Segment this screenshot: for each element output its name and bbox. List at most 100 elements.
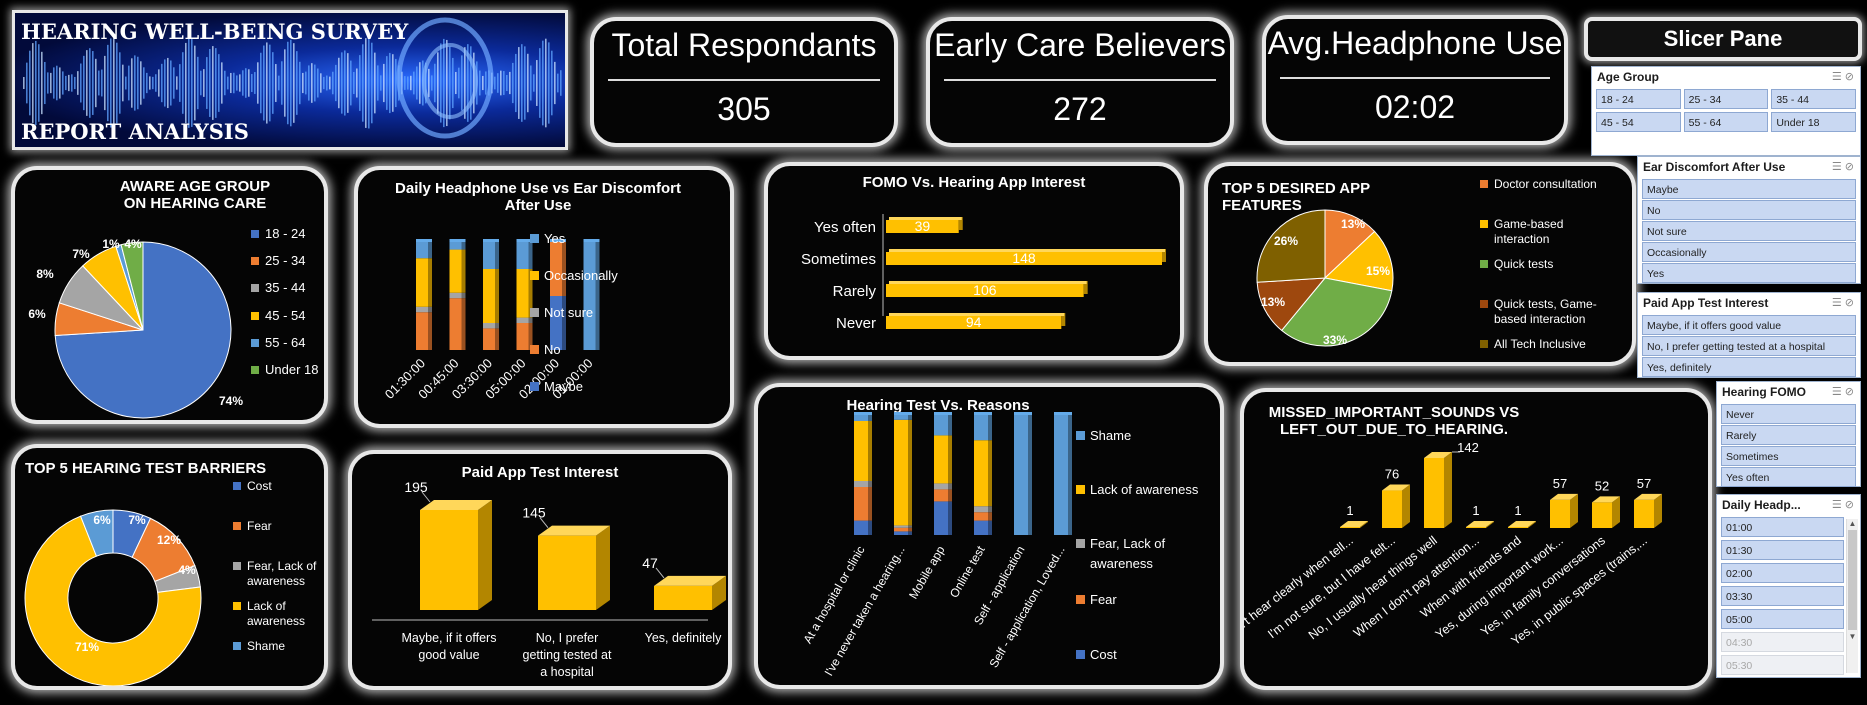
scroll-down-icon[interactable]: ▼ bbox=[1848, 632, 1857, 641]
pie-slice bbox=[1280, 277, 1393, 347]
wave-bar bbox=[188, 38, 190, 128]
bar bbox=[1466, 527, 1486, 528]
slicer-item[interactable]: Sometimes bbox=[1721, 446, 1856, 466]
pie-slice bbox=[1324, 209, 1376, 280]
slicer-item[interactable]: Rarely bbox=[1721, 425, 1856, 445]
wave-bar bbox=[314, 64, 316, 102]
clear-filter-icon[interactable]: ☰ ⊘ bbox=[1831, 386, 1854, 398]
wave-bar bbox=[80, 63, 82, 103]
pie-slice bbox=[24, 515, 202, 686]
slicer-item[interactable]: 01:30 bbox=[1721, 540, 1844, 560]
bar-segment bbox=[934, 489, 948, 502]
slicer-item[interactable]: 18 - 24 bbox=[1596, 89, 1681, 109]
wave-bar bbox=[77, 71, 79, 95]
legend-swatch bbox=[251, 366, 259, 374]
slicer-item[interactable]: 05:00 bbox=[1721, 609, 1844, 629]
legend-line: Game-based bbox=[1494, 217, 1563, 231]
slicer-item[interactable]: Under 18 bbox=[1771, 112, 1856, 132]
data-label: 4% bbox=[124, 237, 142, 251]
wave-bar bbox=[254, 72, 256, 94]
wave-bar bbox=[338, 57, 340, 109]
legend-line: Fear, Lack of bbox=[247, 559, 317, 573]
tick-line: Maybe, if it offers bbox=[402, 631, 497, 645]
wave-bar bbox=[371, 42, 373, 124]
wave-bar bbox=[518, 47, 520, 119]
wave-bar bbox=[416, 66, 418, 100]
bar-segment bbox=[483, 323, 495, 329]
wave-bar bbox=[179, 64, 181, 102]
data-label: 7% bbox=[128, 513, 146, 527]
clear-filter-icon[interactable]: ☰ ⊘ bbox=[1831, 71, 1854, 83]
wave-bar bbox=[107, 44, 109, 122]
wave-bar bbox=[167, 57, 169, 109]
slicer-item[interactable]: No bbox=[1642, 200, 1856, 220]
legend-swatch bbox=[251, 230, 259, 238]
slicer-item[interactable]: 35 - 44 bbox=[1771, 89, 1856, 109]
legend-swatch bbox=[1076, 650, 1085, 659]
wave-bar bbox=[68, 74, 70, 92]
bar-segment bbox=[416, 312, 428, 350]
bar-side bbox=[478, 500, 492, 610]
slicer-title: Paid App Test Interest bbox=[1643, 296, 1769, 310]
slicer-item[interactable]: Maybe bbox=[1642, 179, 1856, 199]
wave-bar bbox=[290, 39, 292, 127]
bar bbox=[1424, 458, 1444, 528]
bar-segment bbox=[974, 506, 988, 513]
wave-bar bbox=[305, 71, 307, 95]
divider bbox=[944, 79, 1216, 81]
wave-bar bbox=[329, 76, 331, 90]
slicer-item[interactable]: 03:30 bbox=[1721, 586, 1844, 606]
slicer-item[interactable]: No, I prefer getting tested at a hospita… bbox=[1642, 336, 1856, 356]
bar-top bbox=[583, 239, 600, 242]
slicer-scrollbar[interactable]: ▲ ▼ bbox=[1846, 519, 1858, 673]
wave-bar bbox=[95, 58, 97, 108]
soundwave-graphic bbox=[23, 17, 562, 139]
legend-label: Game-based interaction bbox=[1494, 217, 1563, 246]
slicer-item[interactable]: 25 - 34 bbox=[1683, 89, 1769, 109]
slicer-item[interactable]: 55 - 64 bbox=[1683, 112, 1769, 132]
slicer-item[interactable]: Yes often bbox=[1721, 467, 1856, 487]
wave-bar bbox=[257, 62, 259, 104]
data-label: 142 bbox=[1457, 440, 1479, 455]
slicer-item[interactable]: Not sure bbox=[1642, 221, 1856, 241]
wave-bar bbox=[353, 71, 355, 95]
slicer-item[interactable]: 02:00 bbox=[1721, 563, 1844, 583]
slicer-item[interactable]: Maybe, if it offers good value bbox=[1642, 315, 1856, 335]
slicer-item[interactable]: Yes, definitely bbox=[1642, 357, 1856, 377]
slicer-item[interactable]: 04:30 bbox=[1721, 632, 1844, 652]
panel-barriers: TOP 5 HEARING TEST BARRIERS 7% 12% 4% 71% 6%… bbox=[11, 444, 328, 690]
scroll-thumb[interactable] bbox=[1848, 530, 1857, 630]
bar-side bbox=[948, 483, 952, 490]
wave-bar bbox=[203, 69, 205, 97]
chart-title: AWARE AGE GROUP ON HEARING CARE bbox=[119, 178, 271, 212]
wave-bar bbox=[269, 44, 271, 122]
data-label: 1% bbox=[102, 237, 120, 251]
clear-filter-icon[interactable]: ☰ ⊘ bbox=[1831, 161, 1854, 173]
slicer-item[interactable]: Occasionally bbox=[1642, 242, 1856, 262]
bar-side bbox=[461, 298, 466, 350]
slicer-item[interactable]: 45 - 54 bbox=[1596, 112, 1681, 132]
legend-label: Doctor consultation bbox=[1494, 177, 1597, 191]
bar-top bbox=[654, 575, 726, 586]
kpi-value: 02:02 bbox=[1374, 89, 1456, 125]
wave-bar bbox=[41, 51, 43, 115]
bar-side bbox=[988, 415, 992, 441]
slicer-item[interactable]: 01:00 bbox=[1721, 517, 1844, 537]
wave-bar bbox=[497, 73, 499, 93]
slicer-item[interactable]: Never bbox=[1721, 404, 1856, 424]
scroll-up-icon[interactable]: ▲ bbox=[1848, 519, 1857, 528]
data-label: 148 bbox=[1012, 250, 1036, 266]
clear-filter-icon[interactable]: ☰ ⊘ bbox=[1831, 297, 1854, 309]
slicer-item[interactable]: Yes bbox=[1642, 263, 1856, 283]
wave-bar bbox=[368, 37, 370, 129]
wave-bar bbox=[494, 76, 496, 90]
bar-segment bbox=[934, 483, 948, 490]
bar-segment bbox=[449, 292, 462, 299]
bar bbox=[538, 535, 596, 610]
clear-filter-icon[interactable]: ☰ ⊘ bbox=[1831, 499, 1854, 511]
bar-side bbox=[948, 415, 952, 436]
bar-side bbox=[1612, 496, 1620, 528]
wave-bar bbox=[245, 68, 247, 98]
slicer-item[interactable]: 05:30 bbox=[1721, 655, 1844, 675]
data-label: 33% bbox=[1323, 333, 1347, 347]
